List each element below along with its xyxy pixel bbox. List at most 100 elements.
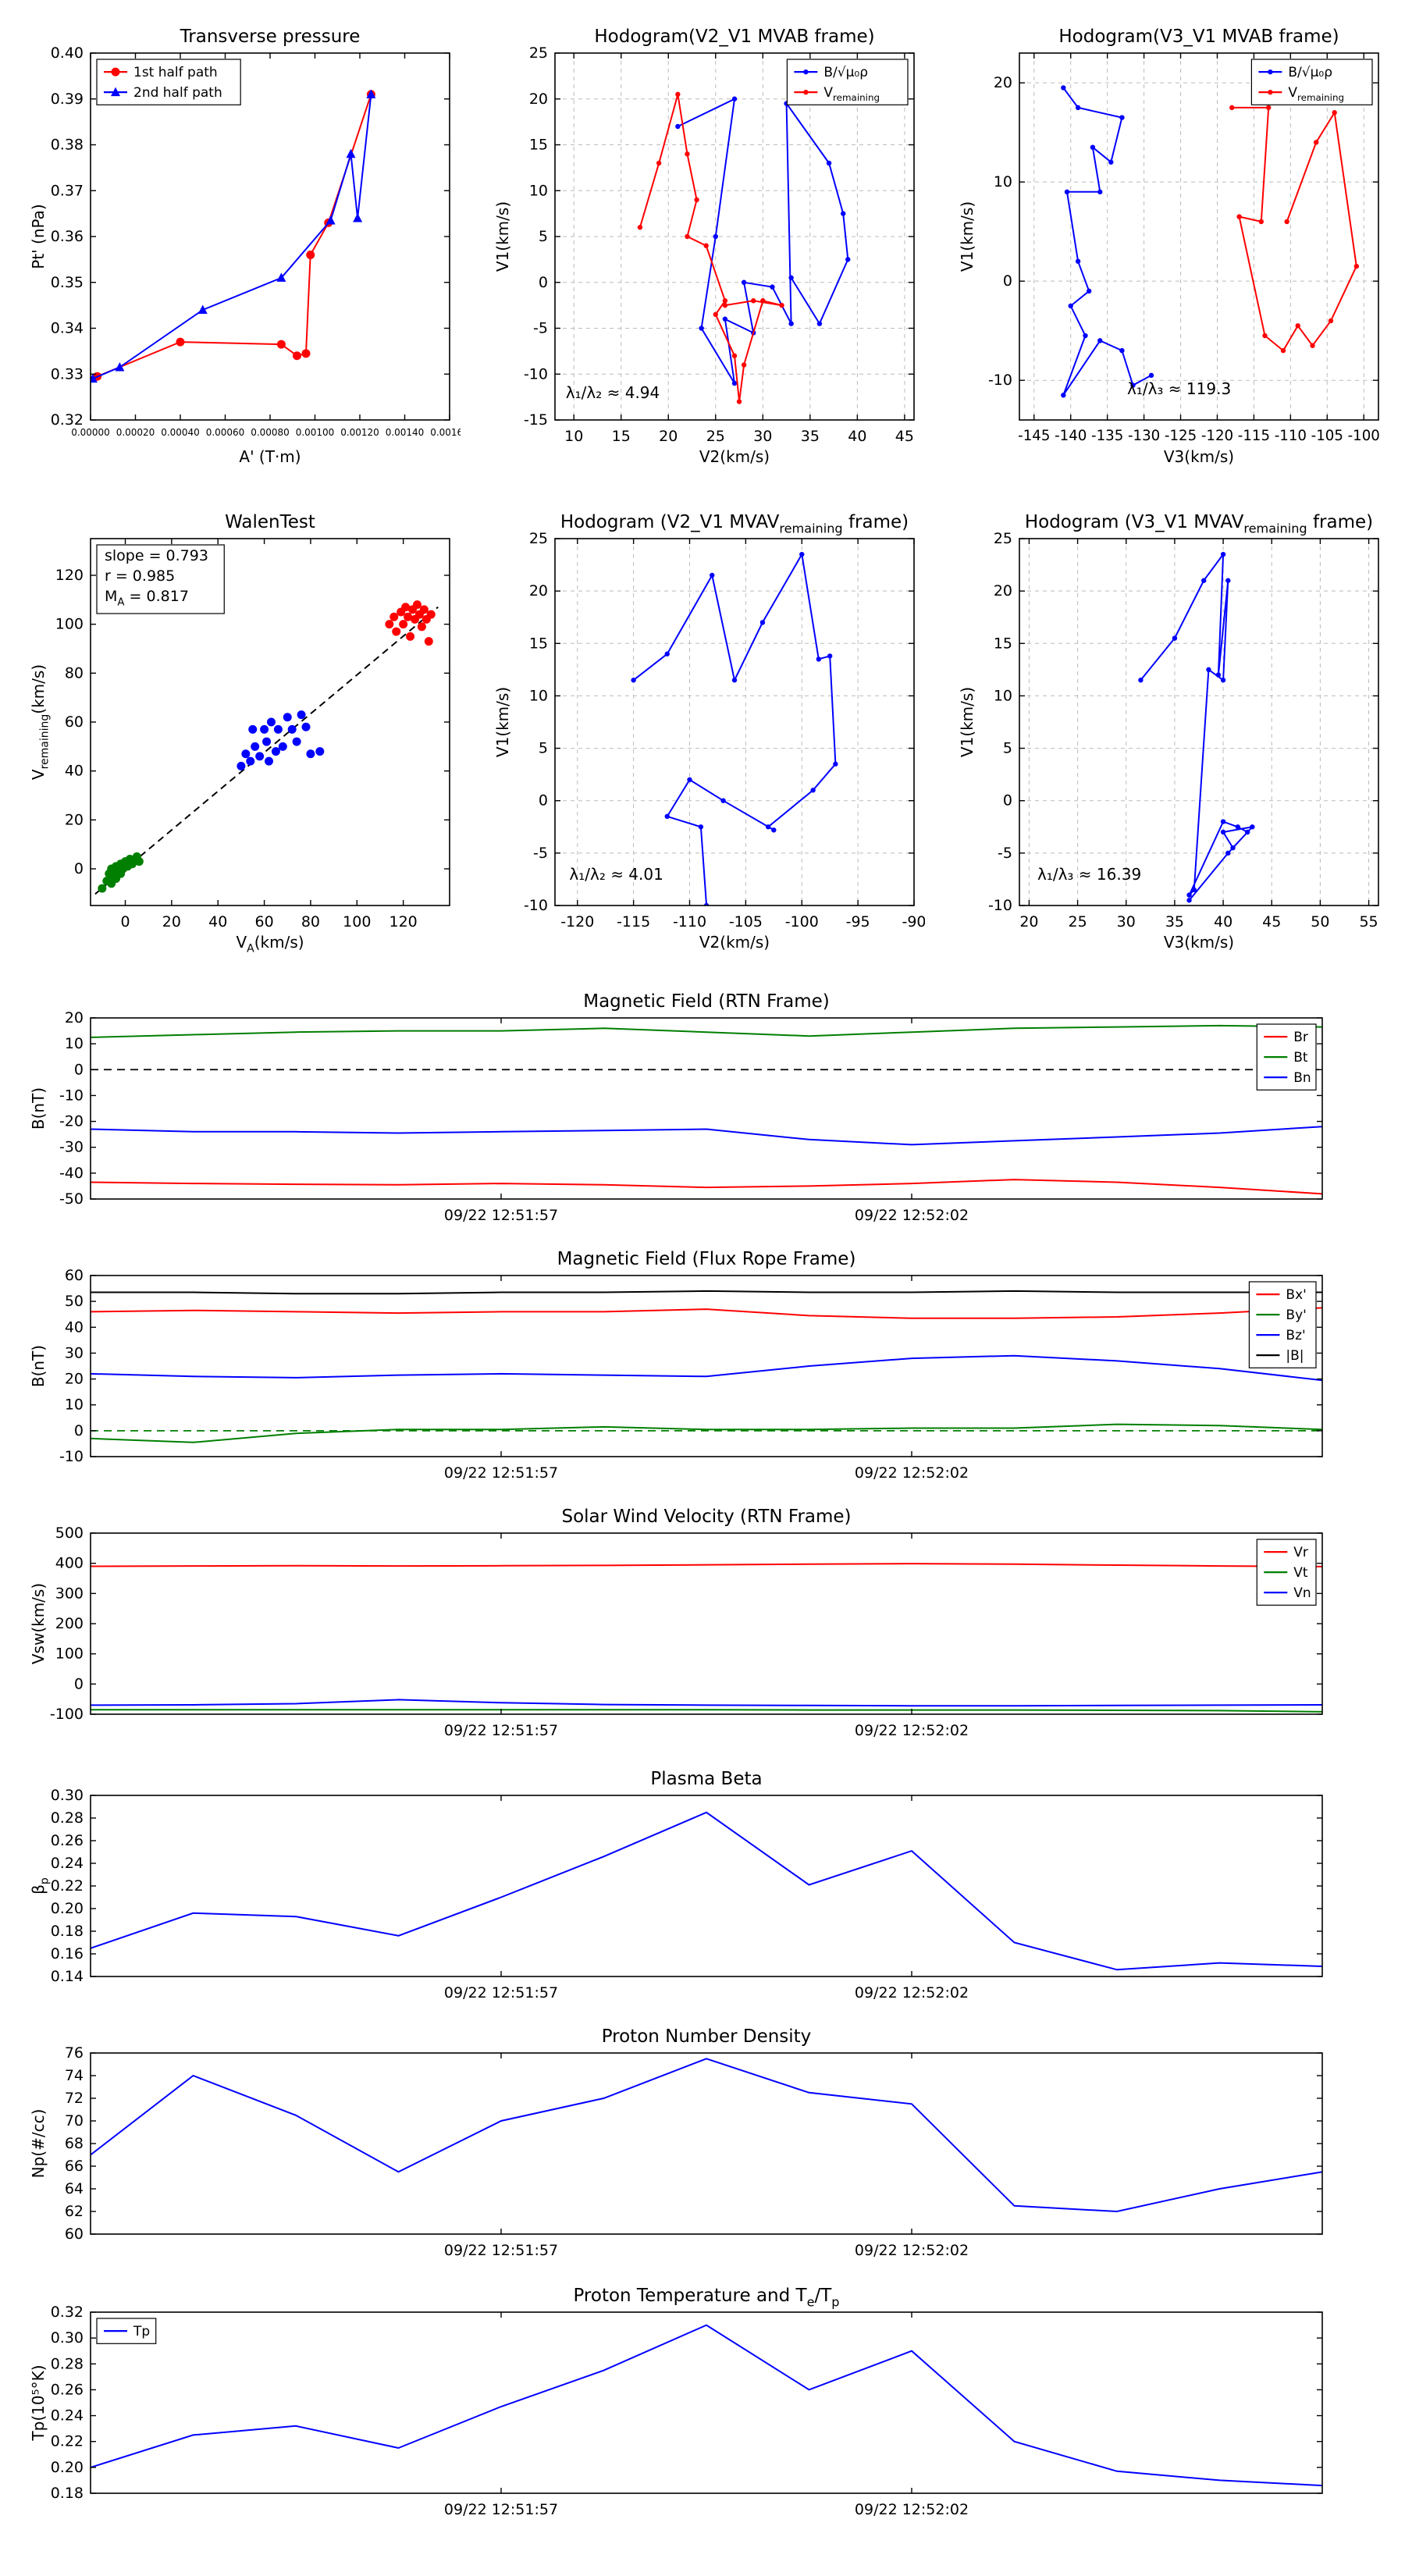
svg-text:-140: -140 <box>1055 428 1087 444</box>
svg-text:15: 15 <box>994 635 1012 652</box>
svg-text:-10: -10 <box>59 1087 84 1104</box>
svg-text:Bz': Bz' <box>1286 1328 1305 1343</box>
svg-text:62: 62 <box>65 2203 84 2220</box>
svg-text:-5: -5 <box>533 320 548 337</box>
svg-text:200: 200 <box>55 1615 84 1632</box>
svg-text:5: 5 <box>1003 740 1012 757</box>
svg-text:0.00020: 0.00020 <box>116 427 155 438</box>
svg-text:Magnetic Field (RTN Frame): Magnetic Field (RTN Frame) <box>583 991 830 1012</box>
svg-text:0.18: 0.18 <box>51 2485 84 2502</box>
svg-text:0.28: 0.28 <box>51 2355 84 2372</box>
svg-text:60: 60 <box>65 2226 84 2243</box>
svg-text:Bt: Bt <box>1293 1050 1308 1066</box>
svg-text:B(nT): B(nT) <box>29 1345 48 1387</box>
svg-text:09/22 12:51:57: 09/22 12:51:57 <box>444 2501 558 2518</box>
svg-text:-10: -10 <box>59 1448 84 1465</box>
svg-text:Vremaining: Vremaining <box>823 85 880 103</box>
svg-text:0.00000: 0.00000 <box>71 427 110 438</box>
svg-text:55: 55 <box>1359 913 1378 930</box>
svg-text:Solar Wind Velocity (RTN Frame: Solar Wind Velocity (RTN Frame) <box>561 1507 851 1527</box>
svg-text:20: 20 <box>994 74 1012 91</box>
svg-text:25: 25 <box>1069 913 1087 930</box>
svg-text:60: 60 <box>65 713 84 731</box>
svg-text:Hodogram (V3_V1 MVAVremaining: Hodogram (V3_V1 MVAVremaining frame) <box>1025 512 1373 535</box>
svg-text:B/√μ₀ρ: B/√μ₀ρ <box>823 65 868 80</box>
chart-hodogram-v2v1-mvav: -120 -115 -110 -105 -100 -95 -90 -10 -5 0 5 10 15 20 2… <box>480 500 927 962</box>
svg-text:100: 100 <box>343 913 371 930</box>
svg-text:Hodogram(V2_V1 MVAB frame): Hodogram(V2_V1 MVAB frame) <box>594 27 874 47</box>
svg-text:-115: -115 <box>1238 428 1270 444</box>
svg-text:0: 0 <box>74 860 84 877</box>
svg-text:Vn: Vn <box>1293 1585 1311 1601</box>
svg-text:10: 10 <box>529 687 548 704</box>
svg-text:0: 0 <box>1003 272 1012 290</box>
svg-text:0.24: 0.24 <box>51 1855 84 1872</box>
chart-solar-wind-velocity: 09/22 12:51:57 09/22 12:52:02 -100 0 100 200 3… <box>16 1497 1335 1755</box>
svg-text:40: 40 <box>208 913 227 930</box>
svg-text:40: 40 <box>65 1318 84 1336</box>
svg-text:20: 20 <box>162 913 181 930</box>
svg-text:λ₁/λ₃ ≈ 16.39: λ₁/λ₃ ≈ 16.39 <box>1037 865 1141 884</box>
svg-text:0.00140: 0.00140 <box>386 427 425 438</box>
svg-text:-30: -30 <box>59 1139 84 1156</box>
svg-text:09/22 12:51:57: 09/22 12:51:57 <box>444 1464 558 1482</box>
svg-text:60: 60 <box>65 1267 84 1284</box>
svg-text:-10: -10 <box>988 897 1012 914</box>
svg-text:20: 20 <box>65 1009 84 1026</box>
svg-text:300: 300 <box>55 1585 84 1602</box>
svg-text:-110: -110 <box>1275 428 1307 444</box>
svg-text:-130: -130 <box>1128 428 1160 444</box>
svg-text:Vr: Vr <box>1293 1545 1308 1560</box>
svg-text:0.37: 0.37 <box>51 182 84 199</box>
svg-text:09/22 12:52:02: 09/22 12:52:02 <box>855 1984 969 2001</box>
svg-text:0: 0 <box>539 274 548 291</box>
chart-hodogram-v3v1-mvav: 20 25 30 35 40 45 50 55 -10 -5 0 5 10 15 20 25 Hodogram … <box>944 500 1389 962</box>
svg-text:20: 20 <box>659 428 678 445</box>
svg-text:0.39: 0.39 <box>51 91 84 108</box>
svg-text:|B|: |B| <box>1286 1348 1304 1364</box>
svg-text:-105: -105 <box>729 913 763 930</box>
svg-text:25: 25 <box>706 428 725 445</box>
chart-hodogram-v2v1-mvab: 10 15 20 25 30 35 40 45 -15 -10 -5 0 5 10 15 20 25 Hodogr… <box>480 14 925 476</box>
svg-text:0.33: 0.33 <box>51 365 84 382</box>
svg-text:100: 100 <box>55 1646 84 1663</box>
svg-text:09/22 12:52:02: 09/22 12:52:02 <box>855 1464 969 1482</box>
svg-text:09/22 12:51:57: 09/22 12:51:57 <box>444 1207 558 1224</box>
chart-proton-density: 09/22 12:51:57 09/22 12:52:02 60 62 64 66 68 70… <box>16 2017 1335 2275</box>
chart-proton-temperature: 09/22 12:51:57 09/22 12:52:02 0.18 0.20 0.22… <box>16 2276 1335 2534</box>
svg-text:VA(km/s): VA(km/s) <box>236 933 304 955</box>
chart-walen-test: 0 20 40 60 80 100 120 0 20 40 60 80 100 120 WalenTest V… <box>16 500 461 962</box>
svg-text:V1(km/s): V1(km/s) <box>493 687 512 757</box>
svg-text:-15: -15 <box>524 411 548 429</box>
svg-text:λ₁/λ₂ ≈ 4.94: λ₁/λ₂ ≈ 4.94 <box>566 383 660 402</box>
svg-text:40: 40 <box>848 428 866 445</box>
svg-text:15: 15 <box>529 635 548 652</box>
svg-text:500: 500 <box>55 1525 84 1542</box>
svg-text:V1(km/s): V1(km/s) <box>493 201 512 272</box>
svg-text:0.32: 0.32 <box>51 411 84 429</box>
svg-text:Hodogram(V3_V1 MVAB frame): Hodogram(V3_V1 MVAB frame) <box>1058 27 1339 47</box>
chart-hodogram-v3v1-mvab: -145 -140 -135 -130 -125 -120 -115 -110 -105 -100… <box>944 14 1389 476</box>
svg-text:B/√μ₀ρ: B/√μ₀ρ <box>1288 65 1332 80</box>
svg-text:-95: -95 <box>846 913 870 930</box>
svg-text:09/22 12:51:57: 09/22 12:51:57 <box>444 2242 558 2259</box>
svg-text:-5: -5 <box>998 845 1012 862</box>
svg-text:70: 70 <box>65 2112 84 2129</box>
svg-text:-100: -100 <box>785 913 819 930</box>
chart-transverse-pressure: 0.00000 0.00020 0.00040 0.00060 0.00080 0.001… <box>16 14 469 476</box>
svg-text:-50: -50 <box>59 1190 84 1208</box>
svg-text:09/22 12:52:02: 09/22 12:52:02 <box>855 1722 969 1739</box>
svg-text:-10: -10 <box>524 365 548 382</box>
chart-plasma-beta: 09/22 12:51:57 09/22 12:52:02 0.14 0.16 0.18… <box>16 1759 1335 2017</box>
svg-text:0.00080: 0.00080 <box>251 427 290 438</box>
svg-text:20: 20 <box>1019 913 1038 930</box>
svg-text:10: 10 <box>994 687 1012 704</box>
svg-text:Np(#/cc): Np(#/cc) <box>29 2109 48 2179</box>
svg-text:Bx': Bx' <box>1286 1287 1306 1303</box>
svg-text:0.38: 0.38 <box>51 137 84 154</box>
svg-text:100: 100 <box>55 616 84 633</box>
svg-text:V3(km/s): V3(km/s) <box>1164 933 1234 952</box>
svg-text:Bn: Bn <box>1293 1070 1311 1086</box>
